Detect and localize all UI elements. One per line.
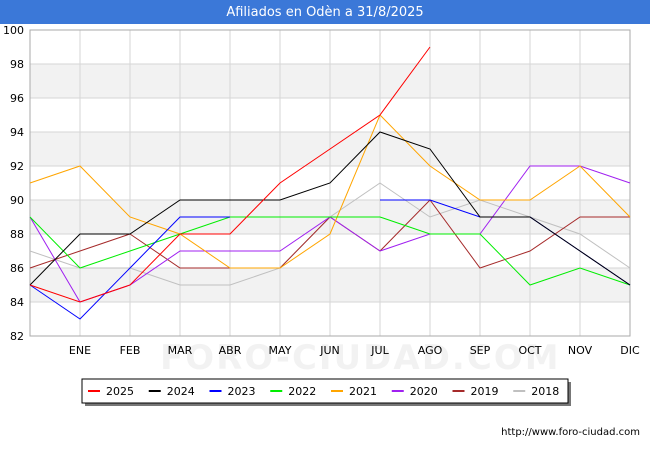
series-line-2022 <box>29 216 631 286</box>
watermark: FORO-CIUDAD.COM <box>160 338 561 378</box>
x-tick-label: JUL <box>370 344 389 357</box>
y-tick-label: 84 <box>10 296 24 309</box>
legend: 2025 2024 2023 2022 2021 2020 2019 2018 <box>81 378 571 406</box>
y-tick-label: 86 <box>10 262 24 275</box>
x-tick-label: AGO <box>418 344 443 357</box>
y-tick-label: 98 <box>10 58 24 71</box>
y-tick-label: 94 <box>10 126 24 139</box>
series-line-2025 <box>29 46 431 303</box>
legend-label-2023: 2023 <box>228 385 256 398</box>
legend-label-2021: 2021 <box>349 385 377 398</box>
x-tick-label: MAR <box>168 344 193 357</box>
chart-title: Afiliados en Odèn a 31/8/2025 <box>0 0 650 24</box>
series-line-2024 <box>29 131 631 286</box>
x-tick-label: OCT <box>518 344 541 357</box>
chart-area: 82 84 86 88 90 92 94 96 98 100 ENE FEB MAR ABR MAY JUN J… <box>0 24 650 450</box>
x-tick-label: DIC <box>620 344 640 357</box>
legend-box <box>81 378 569 404</box>
x-tick-label: JUN <box>319 344 340 357</box>
y-tick-label: 90 <box>10 194 24 207</box>
legend-label-2024: 2024 <box>167 385 195 398</box>
x-tick-label: SEP <box>470 344 491 357</box>
y-tick-label: 100 <box>3 24 24 37</box>
tick-labels: 82 84 86 88 90 92 94 96 98 100 ENE FEB MAR ABR MAY JUN J… <box>3 24 640 357</box>
x-tick-label: MAY <box>269 344 292 357</box>
legend-label-2019: 2019 <box>471 385 499 398</box>
y-tick-label: 96 <box>10 92 24 105</box>
y-tick-label: 88 <box>10 228 24 241</box>
x-tick-label: ENE <box>69 344 91 357</box>
y-tick-label: 82 <box>10 330 24 343</box>
x-tick-label: FEB <box>120 344 141 357</box>
line-chart: 82 84 86 88 90 92 94 96 98 100 ENE FEB MAR ABR MAY JUN J… <box>3 24 640 406</box>
series-lines <box>29 46 631 320</box>
legend-label-2022: 2022 <box>288 385 316 398</box>
legend-label-2020: 2020 <box>410 385 438 398</box>
x-tick-label: NOV <box>568 344 593 357</box>
legend-label-2018: 2018 <box>531 385 559 398</box>
legend-label-2025: 2025 <box>106 385 134 398</box>
x-tick-label: ABR <box>219 344 242 357</box>
y-tick-label: 92 <box>10 160 24 173</box>
series-line-2021 <box>29 114 631 269</box>
source-url: http://www.foro-ciudad.com <box>501 427 640 438</box>
series-line-2023 <box>29 216 230 320</box>
